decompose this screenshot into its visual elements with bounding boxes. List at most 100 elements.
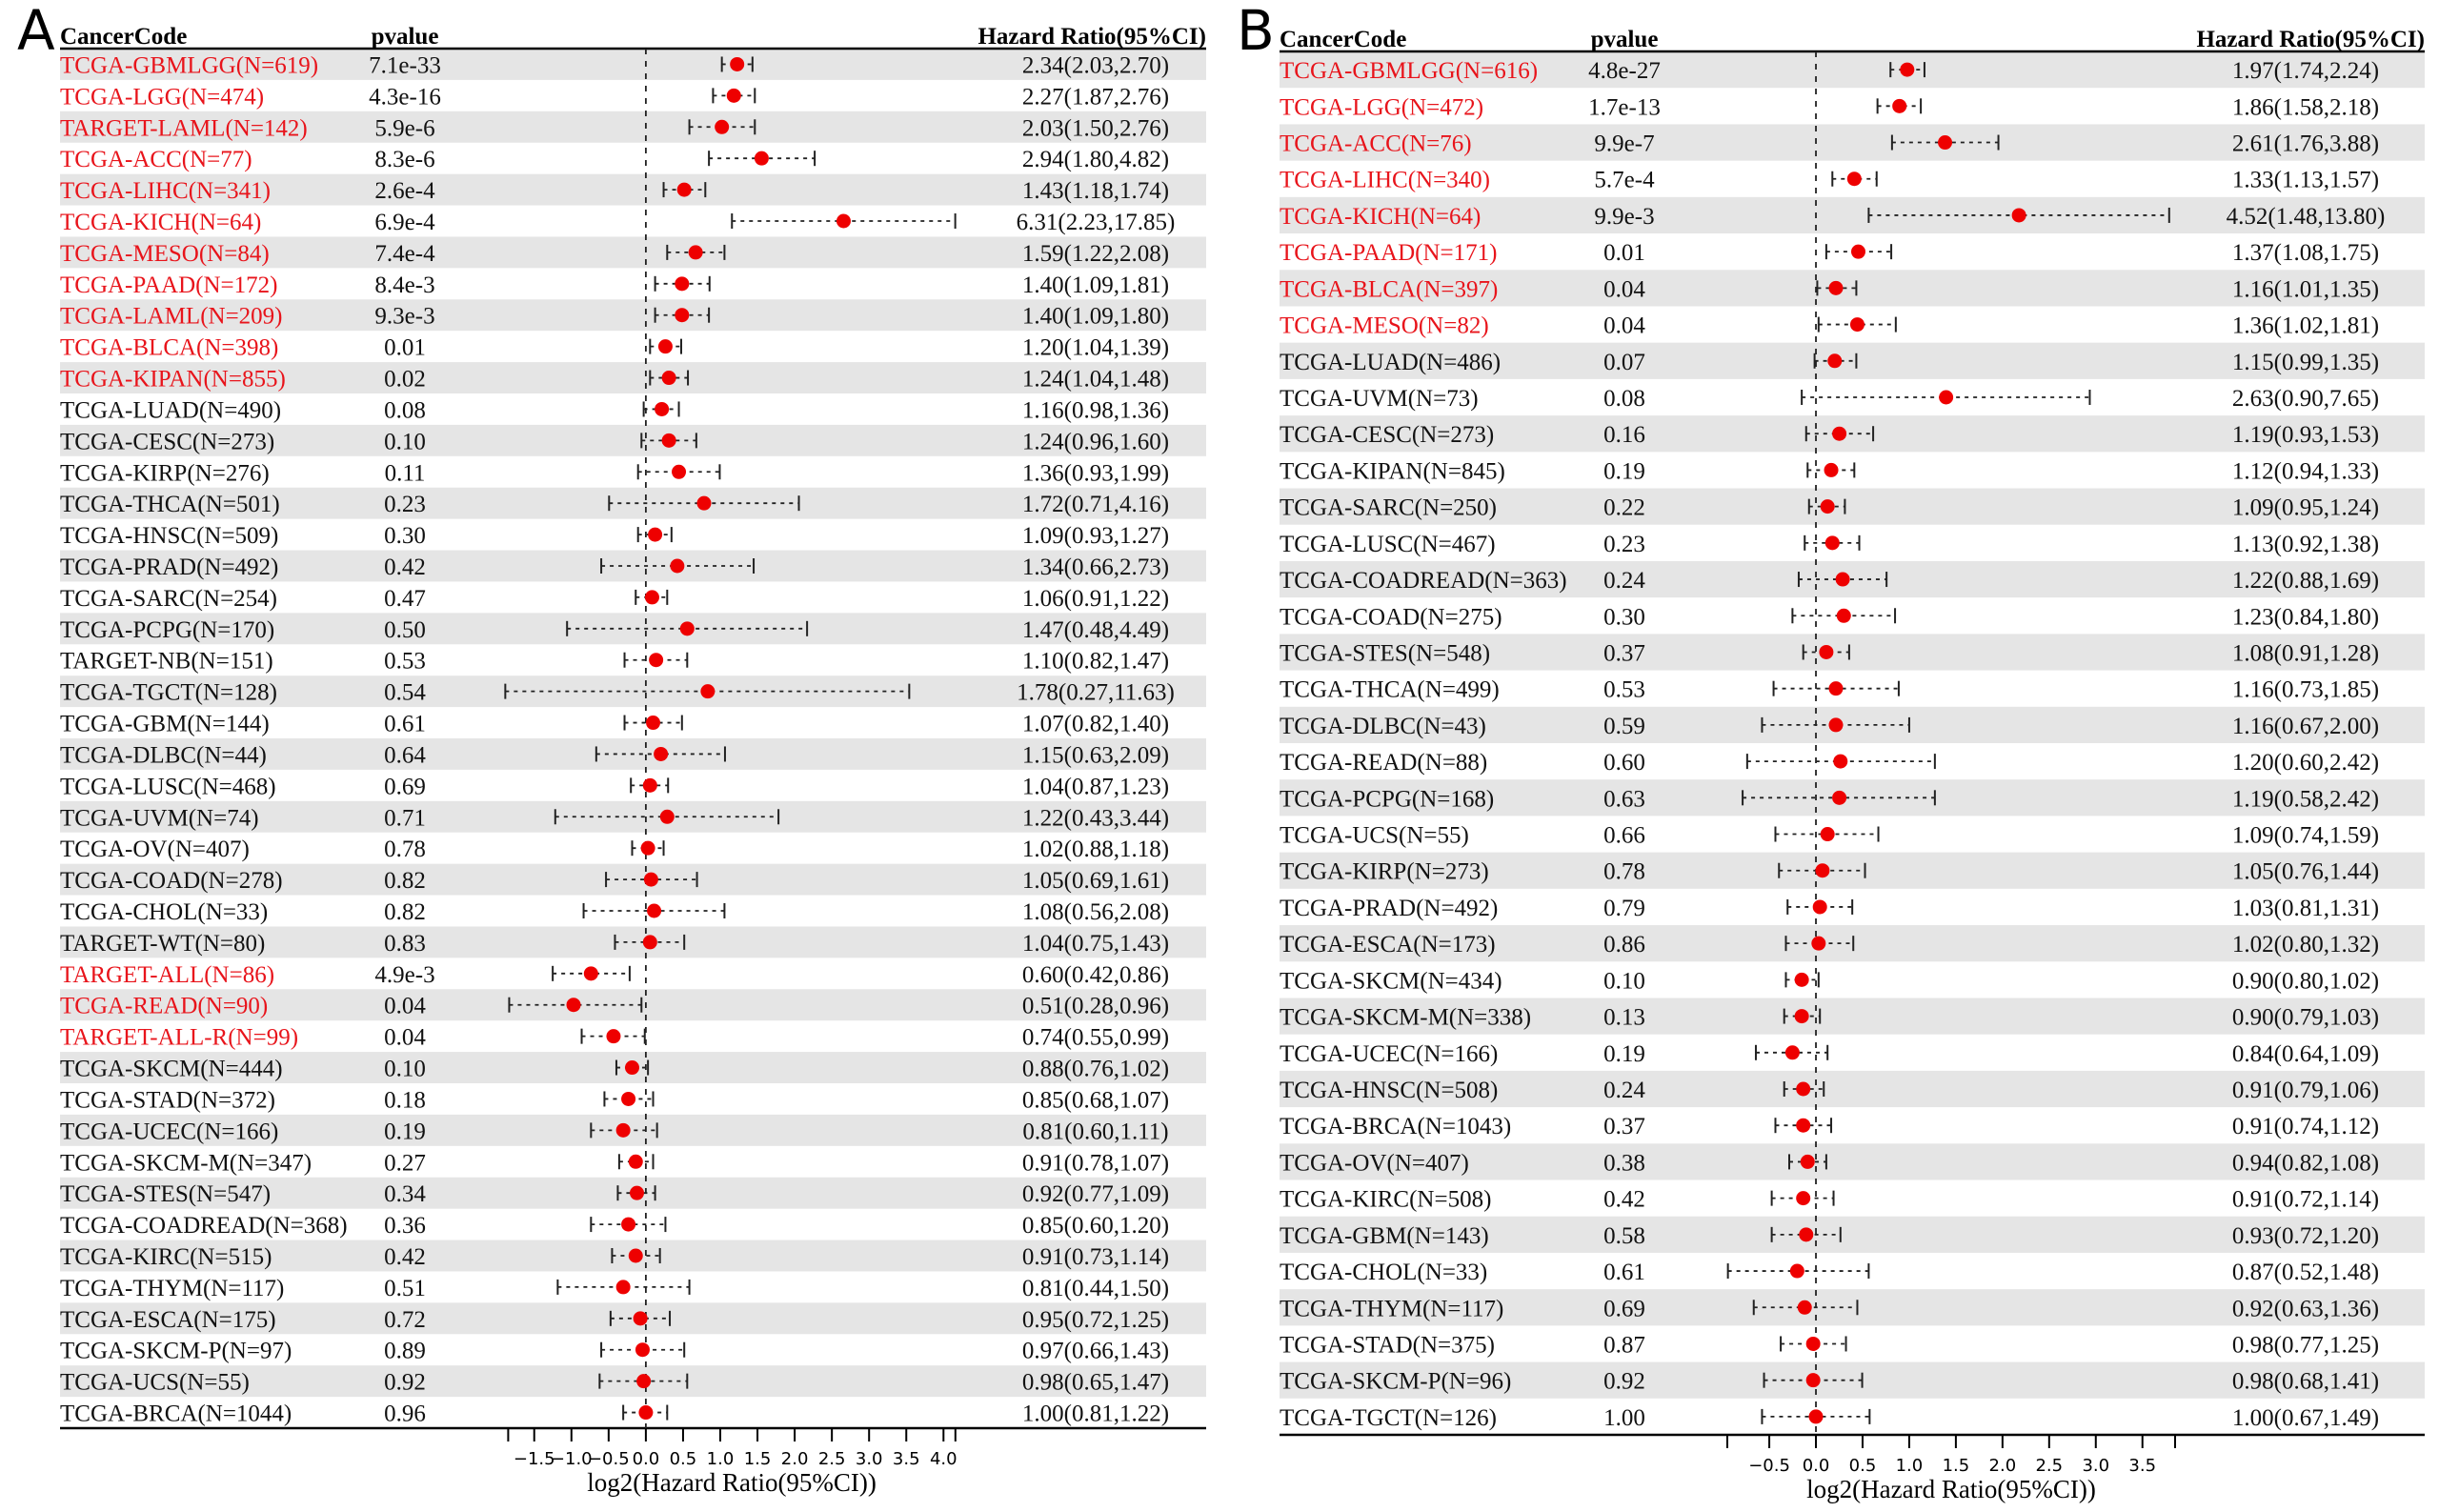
row-band [60, 49, 1206, 80]
forest-row: TCGA-PRAD(N=492) 0.79 1.03(0.81,1.31) [1280, 896, 2379, 921]
hazard-ratio-point [1815, 863, 1830, 878]
cancer-code-label: TCGA-MESO(N=84) [60, 241, 270, 267]
hazard-ratio-label: 0.91(0.74,1.12) [2232, 1114, 2379, 1139]
cancer-code-label: TCGA-HNSC(N=508) [1280, 1078, 1498, 1103]
pvalue-label: 0.04 [1603, 276, 1645, 302]
axis-tick-label: 1.5 [1943, 1456, 1970, 1476]
forest-row: TCGA-KIRC(N=508) 0.42 0.91(0.72,1.14) [1280, 1187, 2379, 1213]
hazard-ratio-label: 0.90(0.79,1.03) [2232, 1005, 2379, 1031]
hazard-ratio-label: 1.09(0.95,1.24) [2232, 495, 2379, 521]
axis-tick-label: 3.5 [2128, 1456, 2156, 1476]
hazard-ratio-point [638, 1405, 654, 1421]
forest-row: TCGA-THYM(N=117) 0.51 0.81(0.44,1.50) [60, 1276, 1169, 1301]
axis-tick-label: 1.0 [1896, 1456, 1924, 1476]
hazard-ratio-point [675, 308, 690, 323]
hazard-ratio-point [676, 182, 692, 197]
pvalue-label: 0.53 [1603, 677, 1645, 703]
cancer-code-label: TCGA-BRCA(N=1044) [60, 1401, 292, 1427]
axis-tick-label: 0.5 [1849, 1456, 1877, 1476]
column-header-pvalue: pvalue [1591, 27, 1659, 52]
forest-row: TCGA-LIHC(N=340) 5.7e-4 1.33(1.13,1.57) [1280, 168, 2379, 193]
row-band [60, 111, 1206, 143]
hazard-ratio-point [1808, 1409, 1824, 1424]
axis-tick-label: 0.5 [670, 1449, 697, 1469]
forest-row: TCGA-TGCT(N=126) 1.00 1.00(0.67,1.49) [1280, 1405, 2379, 1431]
hazard-ratio-label: 0.90(0.80,1.02) [2232, 968, 2379, 994]
cancer-code-label: TCGA-UCS(N=55) [1280, 823, 1469, 849]
cancer-code-label: TARGET-NB(N=151) [60, 649, 273, 675]
forest-row: TCGA-PRAD(N=492) 0.42 1.34(0.66,2.73) [60, 554, 1169, 580]
hazard-ratio-point [583, 966, 598, 981]
forest-row: TCGA-SKCM(N=444) 0.10 0.88(0.76,1.02) [60, 1057, 1169, 1082]
pvalue-label: 4.9e-3 [374, 962, 434, 988]
hazard-ratio-point [1827, 353, 1843, 369]
column-header-hazard-ratio: Hazard Ratio(95%CI) [2196, 27, 2425, 52]
hazard-ratio-point [615, 1280, 631, 1295]
hazard-ratio-point [1789, 1263, 1804, 1279]
hazard-ratio-label: 0.91(0.78,1.07) [1022, 1150, 1169, 1176]
cancer-code-label: TCGA-KICH(N=64) [1280, 204, 1481, 230]
column-header-cancer-code: CancerCode [1280, 27, 1406, 52]
hazard-ratio-label: 0.87(0.52,1.48) [2232, 1260, 2379, 1285]
hazard-ratio-point [1835, 572, 1850, 587]
hazard-ratio-label: 0.91(0.72,1.14) [2232, 1187, 2379, 1213]
cancer-code-label: TCGA-OV(N=407) [1280, 1150, 1469, 1176]
hazard-ratio-point [646, 716, 661, 731]
cancer-code-label: TCGA-LAML(N=209) [60, 304, 283, 330]
pvalue-label: 0.11 [385, 460, 426, 486]
hazard-ratio-label: 1.78(0.27,11.63) [1017, 680, 1175, 706]
hazard-ratio-point [679, 621, 695, 636]
axis-tick-label: −0.5 [588, 1449, 630, 1469]
forest-row: TCGA-MESO(N=84) 7.4e-4 1.59(1.22,2.08) [60, 241, 1169, 267]
forest-row: TCGA-HNSC(N=508) 0.24 0.91(0.79,1.06) [1280, 1078, 2379, 1103]
hazard-ratio-point [643, 872, 658, 887]
hazard-ratio-point [1828, 681, 1844, 696]
hazard-ratio-point [648, 527, 663, 542]
pvalue-label: 0.24 [1603, 568, 1645, 594]
hazard-ratio-label: 1.13(0.92,1.38) [2232, 532, 2379, 557]
row-band [1280, 1289, 2425, 1326]
pvalue-label: 8.3e-6 [374, 147, 434, 172]
forest-row: TCGA-CHOL(N=33) 0.61 0.87(0.52,1.48) [1280, 1260, 2379, 1285]
forest-row: TCGA-READ(N=88) 0.60 1.20(0.60,2.42) [1280, 750, 2379, 776]
hazard-ratio-point [836, 213, 851, 229]
axis-tick-label: −1.5 [514, 1449, 555, 1469]
cancer-code-label: TCGA-ACC(N=77) [60, 147, 252, 172]
hazard-ratio-label: 1.00(0.67,1.49) [2232, 1405, 2379, 1431]
axis-tick-label: −1.0 [551, 1449, 593, 1469]
forest-row: TCGA-STAD(N=375) 0.87 0.98(0.77,1.25) [1280, 1332, 2379, 1358]
pvalue-label: 9.9e-7 [1594, 131, 1654, 157]
pvalue-label: 8.4e-3 [374, 272, 434, 298]
pvalue-label: 0.69 [1603, 1296, 1645, 1321]
row-band [1280, 706, 2425, 743]
pvalue-label: 0.54 [384, 680, 426, 706]
hazard-ratio-label: 1.08(0.91,1.28) [2232, 640, 2379, 666]
hazard-ratio-point [635, 1342, 650, 1358]
cancer-code-label: TCGA-KIRP(N=276) [60, 460, 270, 486]
pvalue-label: 4.8e-27 [1588, 58, 1661, 84]
hazard-ratio-point [642, 935, 657, 950]
cancer-code-label: TCGA-GBM(N=143) [1280, 1223, 1489, 1249]
hazard-ratio-label: 0.93(0.72,1.20) [2232, 1223, 2379, 1249]
pvalue-label: 0.07 [1603, 350, 1645, 375]
forest-row: TCGA-ESCA(N=175) 0.72 0.95(0.72,1.25) [60, 1307, 1169, 1333]
row-band [60, 675, 1206, 708]
hazard-ratio-point [670, 558, 685, 574]
axis-tick-label: 4.0 [930, 1449, 957, 1469]
cancer-code-label: TCGA-STES(N=548) [1280, 640, 1490, 666]
forest-row: TCGA-SKCM-P(N=97) 0.89 0.97(0.66,1.43) [60, 1339, 1169, 1364]
hazard-ratio-point [661, 433, 676, 448]
pvalue-label: 0.02 [384, 367, 426, 393]
pvalue-label: 0.69 [384, 774, 426, 799]
pvalue-label: 0.34 [384, 1181, 426, 1207]
hazard-ratio-label: 1.08(0.56,2.08) [1022, 899, 1169, 925]
pvalue-label: 0.82 [384, 868, 426, 894]
forest-row: TCGA-COAD(N=278) 0.82 1.05(0.69,1.61) [60, 868, 1169, 894]
hazard-ratio-point [661, 371, 676, 386]
hazard-ratio-point [636, 1374, 652, 1389]
x-axis-title: log2(Hazard Ratio(95%CI)) [587, 1468, 877, 1497]
hazard-ratio-label: 0.91(0.73,1.14) [1022, 1244, 1169, 1270]
hazard-ratio-point [672, 464, 687, 479]
pvalue-label: 0.63 [1603, 786, 1645, 812]
forest-row: TCGA-PCPG(N=170) 0.50 1.47(0.48,4.49) [60, 617, 1169, 643]
